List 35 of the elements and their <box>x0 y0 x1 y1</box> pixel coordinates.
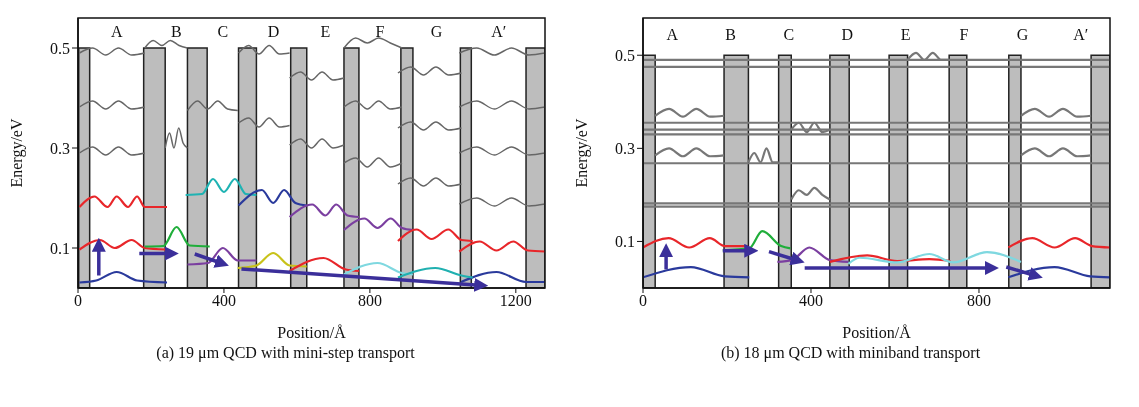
annotation: B <box>170 22 182 40</box>
y-tick-label: 0.5 <box>615 46 635 64</box>
x-tick-label: 0 <box>74 292 82 310</box>
y-tick-label: 0.3 <box>50 139 70 157</box>
y-tick-label: 0.1 <box>50 239 70 257</box>
annotation: G <box>430 22 443 40</box>
x-tick-label: 400 <box>211 292 236 310</box>
y-tick-label: 0.3 <box>615 140 635 158</box>
y-axis-title: Energy/eV <box>572 118 591 188</box>
y-tick-label: 0.5 <box>50 39 70 57</box>
annotation: A <box>666 26 679 44</box>
text: (b) 18 μm QCD with miniband transport <box>719 344 982 362</box>
x-tick-label: 800 <box>966 292 991 310</box>
annotation: C <box>783 26 795 44</box>
annotation: F <box>375 22 385 40</box>
annotation: B <box>725 26 736 44</box>
annotation: G <box>1016 26 1029 44</box>
annotation: A <box>110 22 123 40</box>
annotation: A′ <box>1073 26 1089 44</box>
annotation: E <box>320 22 331 40</box>
x-tick-label: 800 <box>357 292 382 310</box>
annotation: D <box>267 22 280 40</box>
x-tick-label: 400 <box>798 292 823 310</box>
annotation: A′ <box>491 22 507 40</box>
x-tick-label: 0 <box>639 292 647 310</box>
text: (a) 19 μm QCD with mini-step transport <box>155 344 416 362</box>
x-axis-title: Position/Å <box>277 324 347 341</box>
annotation: E <box>900 26 911 44</box>
y-axis-title: Energy/eV <box>7 118 26 188</box>
annotation: F <box>959 26 969 44</box>
x-axis-title: Position/Å <box>842 324 912 341</box>
annotation: D <box>841 26 854 44</box>
y-tick-label: 0.1 <box>615 233 635 251</box>
x-tick-label: 1200 <box>499 292 532 310</box>
annotation: C <box>217 22 229 40</box>
